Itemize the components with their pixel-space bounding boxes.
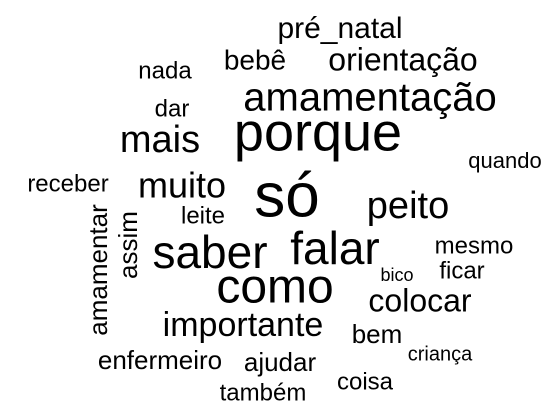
word: quando [468, 148, 541, 173]
word: amamentação [243, 76, 496, 120]
word: receber [27, 170, 108, 197]
word: também [220, 379, 307, 406]
word: assim [113, 211, 143, 279]
word: peito [367, 185, 449, 227]
word: leite [181, 202, 225, 229]
word: como [216, 261, 333, 314]
word: nada [138, 57, 192, 84]
word: falar [290, 222, 379, 274]
word: coisa [337, 368, 394, 395]
word: mesmo [435, 232, 514, 259]
word: dar [155, 95, 190, 122]
word: muito [138, 165, 226, 206]
word: ajudar [244, 347, 317, 377]
word: criança [408, 343, 473, 365]
word: importante [163, 306, 324, 344]
word: saber [152, 226, 267, 278]
word: orientação [328, 41, 477, 77]
word: mais [120, 119, 200, 161]
word: bem [352, 319, 403, 349]
word: colocar [368, 282, 472, 318]
word: pré_natal [277, 12, 402, 45]
word: só [254, 161, 319, 230]
word: ficar [439, 257, 484, 284]
word: enfermeiro [98, 345, 222, 375]
word: amamentar [83, 204, 113, 336]
word: porque [234, 102, 402, 162]
word: bebê [224, 44, 286, 75]
word: bico [380, 265, 413, 285]
